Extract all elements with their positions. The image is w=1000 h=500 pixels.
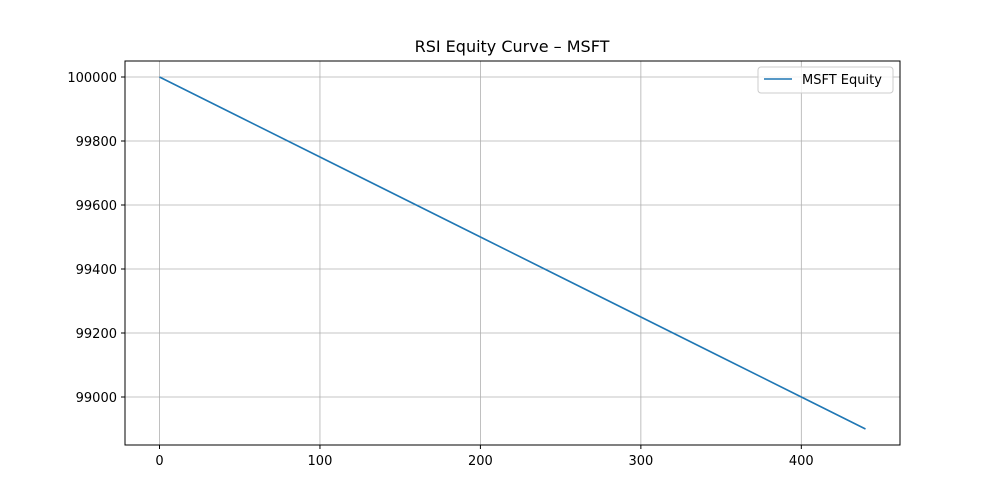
x-tick-label: 0 [155,454,163,469]
plot-frame [124,60,901,446]
series-layer [159,76,866,430]
y-tick-label: 99800 [76,135,117,150]
y-tick-label: 99200 [76,327,117,342]
chart-title: RSI Equity Curve – MSFT [415,37,610,56]
y-tick-label: 99600 [76,199,117,214]
legend-label: MSFT Equity [802,73,882,88]
legend: MSFT Equity [757,66,894,94]
y-tick-label: 100000 [67,71,117,86]
legend-box [757,66,894,94]
x-tick-label: 200 [468,454,493,469]
series-line-msft-equity [159,76,866,430]
x-tick-label: 300 [628,454,653,469]
x-tick-label: 100 [308,454,333,469]
y-tick-label: 99400 [76,263,117,278]
x-tick-label: 400 [789,454,814,469]
y-tick-label: 99000 [76,391,117,406]
axis-ticks: 0 100 200 300 400 99000 99200 99400 99600 99800 10… [67,71,813,469]
